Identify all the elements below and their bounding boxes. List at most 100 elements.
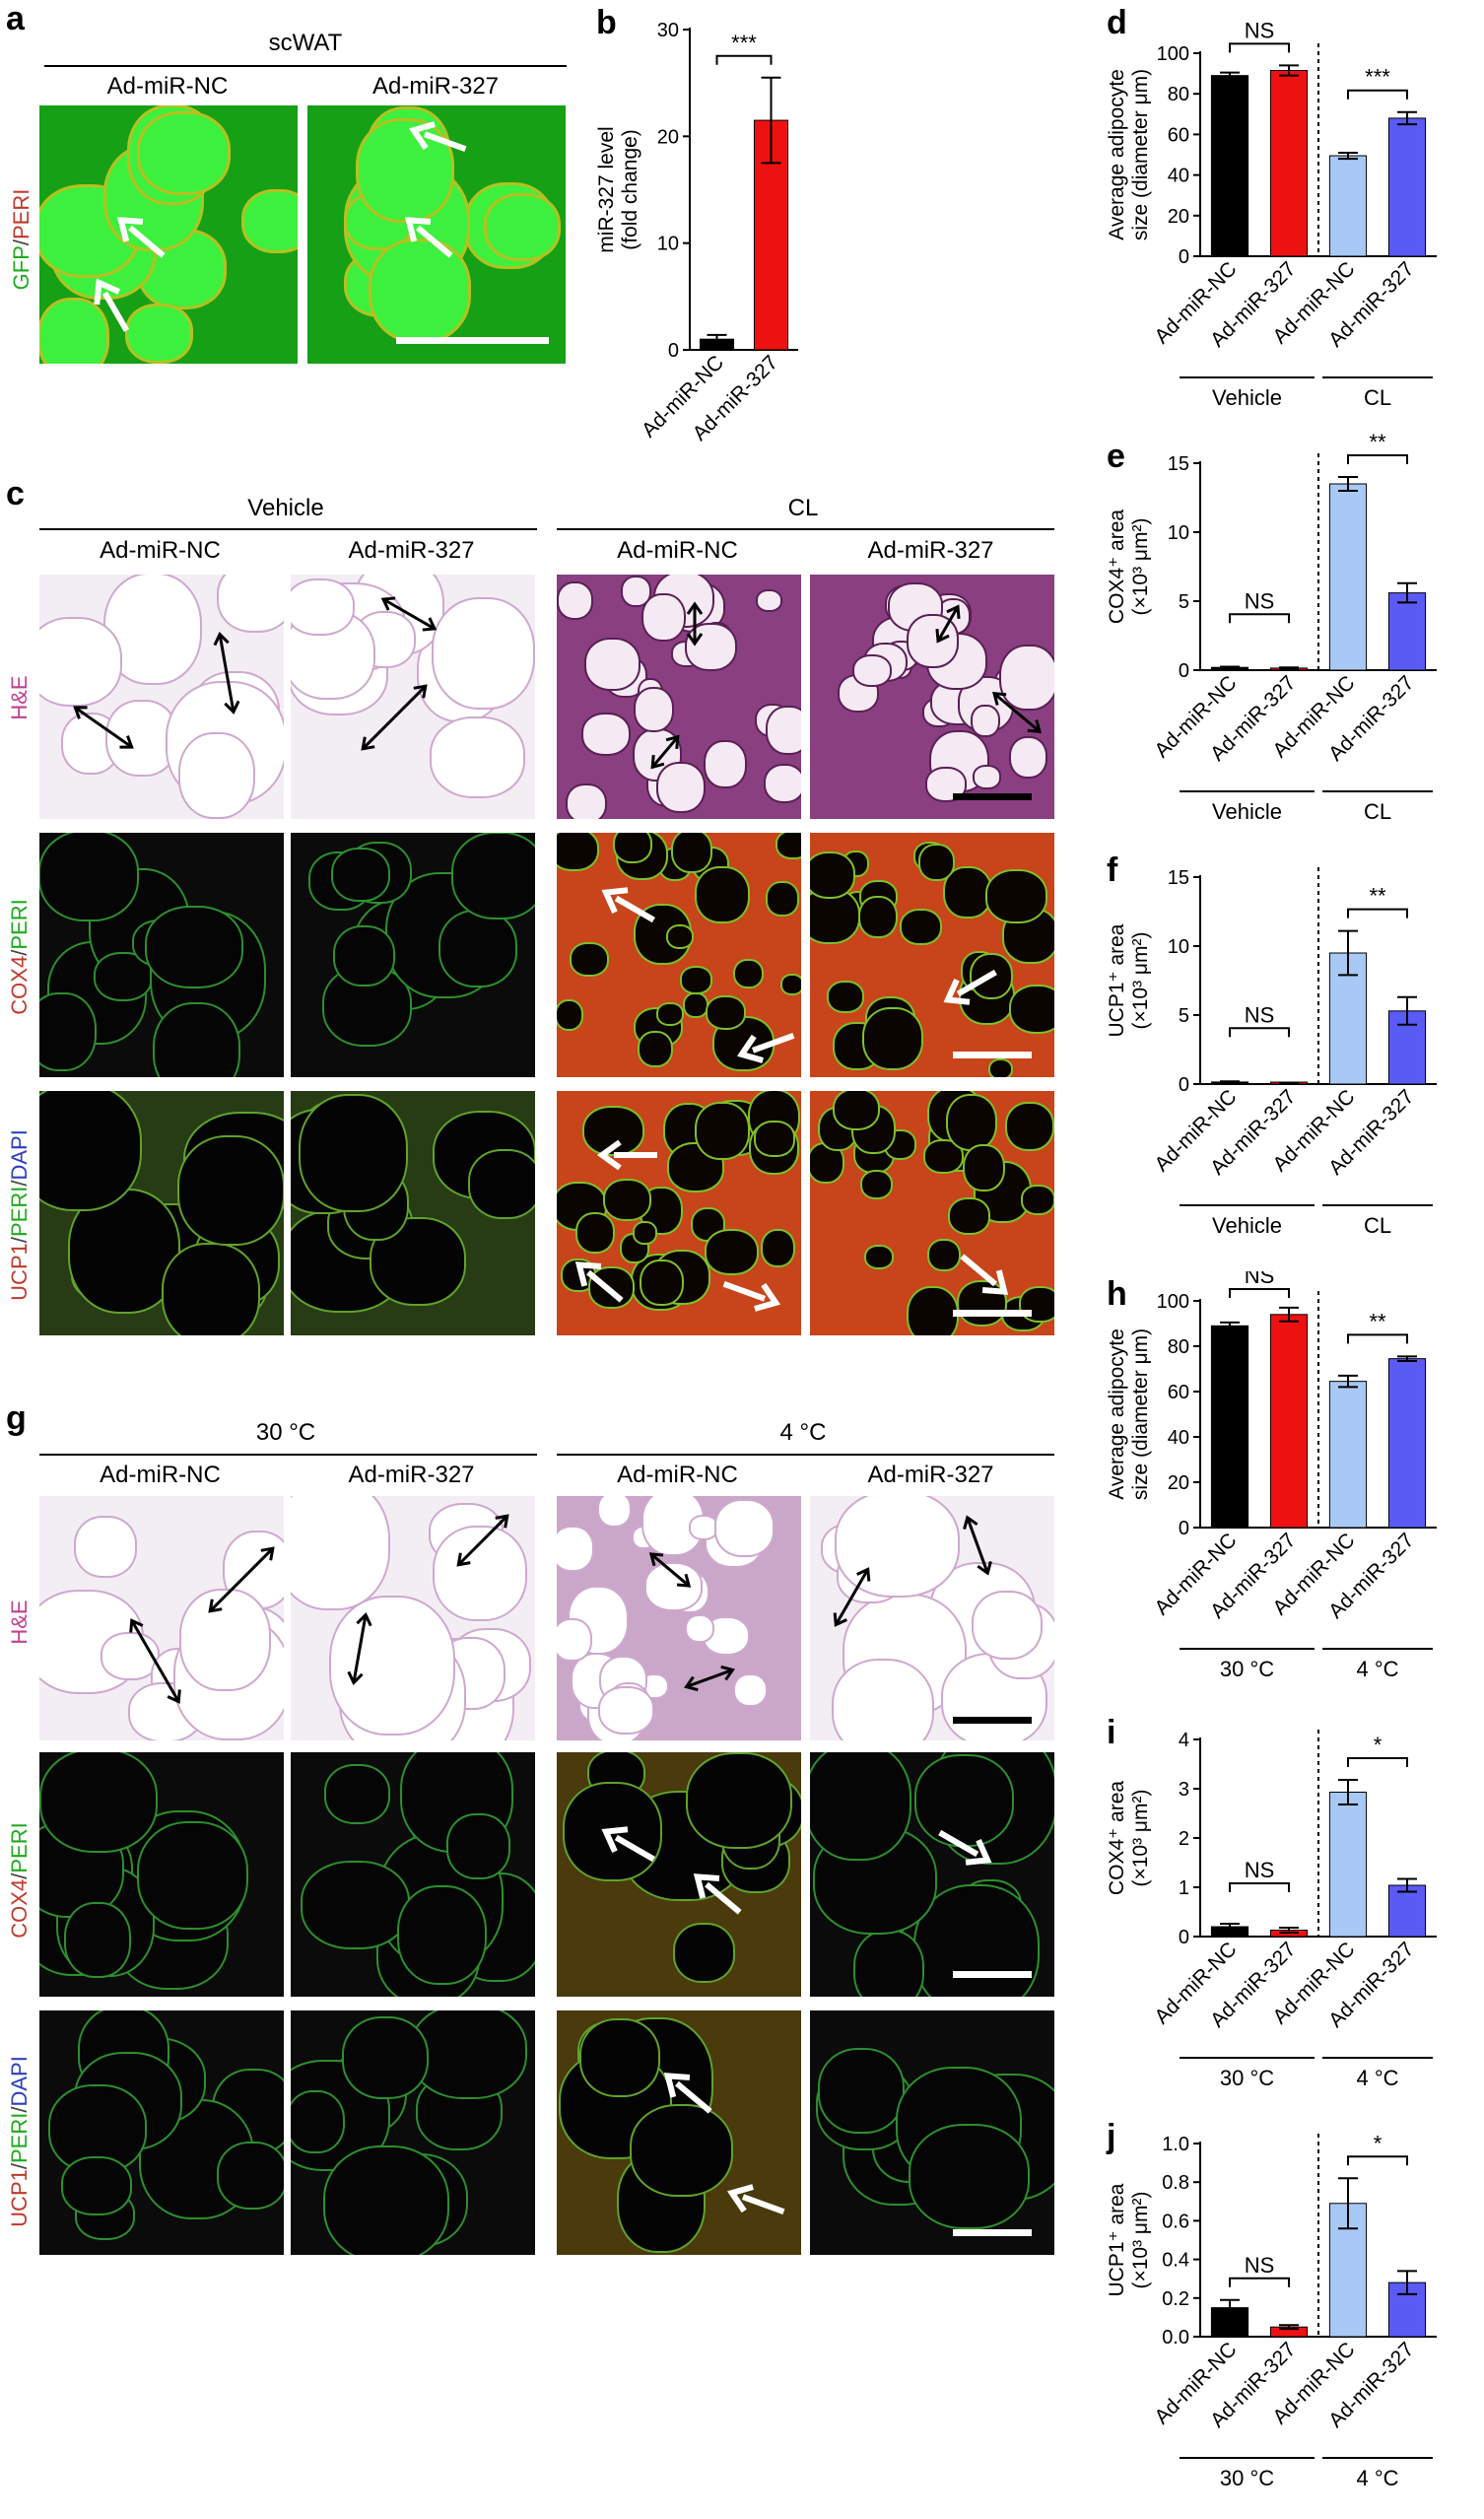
row-label-part: PERI <box>7 899 32 950</box>
adipocyte-cell <box>217 575 284 633</box>
row-label-part: UCP1 <box>7 1243 32 1301</box>
y-axis-label: (×10³ μm²) <box>1129 931 1152 1029</box>
y-tick-label: 0 <box>668 340 679 362</box>
adipocyte-cell <box>704 1229 759 1276</box>
adipocyte-cell <box>763 763 801 803</box>
adipocyte-cell <box>341 2015 430 2100</box>
row-label-part: COX4 <box>7 955 32 1015</box>
micrograph-a-miR-327 <box>307 105 566 364</box>
adipocyte-cell <box>566 783 608 819</box>
micrograph-c-ucp1-veh-327 <box>291 1091 535 1335</box>
micrograph-c-he-cl-nc <box>557 575 801 819</box>
group-label: 30 °C <box>1220 2066 1274 2090</box>
adipocyte-cell <box>39 1091 142 1212</box>
adipocyte-cell <box>124 304 194 364</box>
adipocyte-cell <box>985 868 1048 923</box>
bar <box>1387 592 1427 671</box>
bar <box>1269 1314 1309 1529</box>
adipocyte-cell <box>679 966 712 994</box>
micrograph-a-miR-NC <box>39 105 298 364</box>
adipocyte-cell <box>917 844 955 881</box>
y-tick-label: 15 <box>1168 453 1189 475</box>
significance-bracket <box>715 54 773 65</box>
panel-c-col-2: Ad-miR-327 <box>348 537 475 564</box>
micrograph-g-ucp1-30-327 <box>291 2010 535 2255</box>
significance-bracket <box>1347 1333 1408 1344</box>
adipocyte-cell <box>299 1094 408 1212</box>
measure-arrow-icon <box>684 1665 735 1692</box>
adipocyte-cell <box>779 973 801 995</box>
adipocyte-cell <box>705 995 746 1031</box>
row-label-part: PERI <box>7 2112 32 2164</box>
y-tick-label: 80 <box>1168 84 1189 105</box>
measure-arrow-icon <box>963 1515 992 1576</box>
scale-bar <box>953 2229 1032 2236</box>
adipocyte-cell <box>909 2123 1030 2230</box>
y-tick-label: 1 <box>1179 1877 1189 1899</box>
panel-g-row-label-cox4: COX4/PERI <box>7 1811 33 1949</box>
panel-a-header: scWAT <box>268 30 343 56</box>
micrograph-c-cox4-veh-nc <box>39 833 284 1077</box>
measure-arrow-icon <box>213 632 240 715</box>
significance-bracket <box>1229 1027 1290 1038</box>
adipocyte-cell <box>177 1134 284 1246</box>
significance-bracket <box>1229 1882 1290 1892</box>
adipocyte-cell <box>557 998 584 1031</box>
adipocyte-cell <box>732 1672 768 1708</box>
group-label: 4 °C <box>1356 2066 1398 2090</box>
arrow-icon <box>726 2184 785 2215</box>
row-label-part: / <box>9 239 34 246</box>
adipocyte-cell <box>755 588 782 612</box>
panel-a-col-1: Ad-miR-NC <box>106 73 229 100</box>
adipocyte-cell <box>396 1884 487 1986</box>
panel-c-rule-2 <box>557 528 1054 530</box>
panel-a-header-rule <box>44 65 567 67</box>
arrow-icon <box>596 1139 657 1171</box>
adipocyte-cell <box>557 833 599 871</box>
adipocyte-cell <box>356 117 454 223</box>
adipocyte-cell <box>39 991 97 1072</box>
adipocyte-cell <box>685 622 737 671</box>
adipocyte-cell <box>672 1923 736 1983</box>
adipocyte-cell <box>603 1179 652 1221</box>
adipocyte-cell <box>835 1496 961 1599</box>
adipocyte-cell <box>1019 1285 1054 1323</box>
chart-d: d Average adipocyte size (diameter μm) 0 20 4… <box>1084 0 1484 434</box>
adipocyte-cell <box>852 1929 925 1997</box>
arrow-icon <box>94 278 130 332</box>
y-tick-label: 0.2 <box>1162 2288 1189 2310</box>
adipocyte-cell <box>852 654 893 688</box>
adipocyte-cell <box>557 1618 592 1663</box>
panel-label-j: j <box>1106 2118 1115 2155</box>
y-tick-label: 40 <box>1168 166 1189 187</box>
adipocyte-cell <box>451 833 535 919</box>
adipocyte-cell <box>39 617 122 708</box>
y-tick-label: 2 <box>1179 1828 1189 1850</box>
adipocyte-cell <box>620 576 652 608</box>
y-axis-label: miR-327 level <box>595 126 618 252</box>
adipocyte-cell <box>963 1143 1006 1192</box>
group-label: CL <box>1364 1213 1391 1238</box>
adipocyte-cell <box>859 1169 894 1199</box>
adipocyte-cell <box>810 1752 912 1862</box>
significance-label: NS <box>1245 1002 1275 1027</box>
y-tick-label: 20 <box>657 126 679 148</box>
bar <box>1269 70 1309 257</box>
group-label: 4 °C <box>1356 2466 1398 2490</box>
arrow-icon <box>722 1280 781 1312</box>
significance-bracket <box>1347 89 1408 100</box>
adipocyte-cell <box>694 1101 750 1160</box>
panel-label-b: b <box>596 4 617 41</box>
significance-label: ** <box>1369 884 1386 909</box>
row-label-part: / <box>7 1180 32 1187</box>
row-label-part: / <box>7 949 32 956</box>
arrow-icon <box>943 969 997 1005</box>
significance-label: NS <box>1245 588 1275 613</box>
y-axis-label: Average adipocyte <box>1106 1328 1128 1500</box>
y-tick-label: 20 <box>1168 206 1189 228</box>
adipocyte-cell <box>563 1782 662 1881</box>
panel-g-group-1: 30 °C <box>255 1419 316 1446</box>
row-label-part: PERI <box>7 1186 32 1238</box>
